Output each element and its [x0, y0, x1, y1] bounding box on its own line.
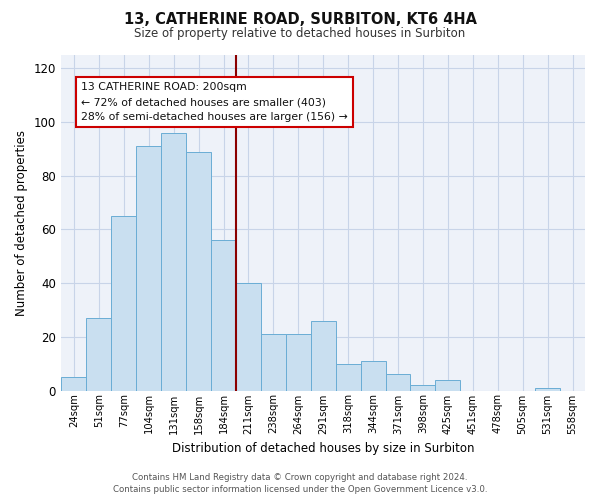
Bar: [386, 374, 410, 390]
Text: 13 CATHERINE ROAD: 200sqm
← 72% of detached houses are smaller (403)
28% of semi: 13 CATHERINE ROAD: 200sqm ← 72% of detac…: [81, 82, 347, 122]
Bar: [86, 318, 112, 390]
Bar: [286, 334, 311, 390]
Text: Contains HM Land Registry data © Crown copyright and database right 2024.
Contai: Contains HM Land Registry data © Crown c…: [113, 472, 487, 494]
Bar: [261, 334, 286, 390]
Bar: [535, 388, 560, 390]
Bar: [311, 320, 336, 390]
X-axis label: Distribution of detached houses by size in Surbiton: Distribution of detached houses by size …: [172, 442, 475, 455]
Bar: [236, 283, 261, 391]
Bar: [161, 133, 186, 390]
Bar: [410, 385, 436, 390]
Bar: [186, 152, 211, 390]
Bar: [211, 240, 236, 390]
Bar: [61, 377, 86, 390]
Bar: [112, 216, 136, 390]
Text: Size of property relative to detached houses in Surbiton: Size of property relative to detached ho…: [134, 28, 466, 40]
Bar: [436, 380, 460, 390]
Bar: [136, 146, 161, 390]
Y-axis label: Number of detached properties: Number of detached properties: [15, 130, 28, 316]
Bar: [361, 361, 386, 390]
Text: 13, CATHERINE ROAD, SURBITON, KT6 4HA: 13, CATHERINE ROAD, SURBITON, KT6 4HA: [124, 12, 476, 28]
Bar: [336, 364, 361, 390]
